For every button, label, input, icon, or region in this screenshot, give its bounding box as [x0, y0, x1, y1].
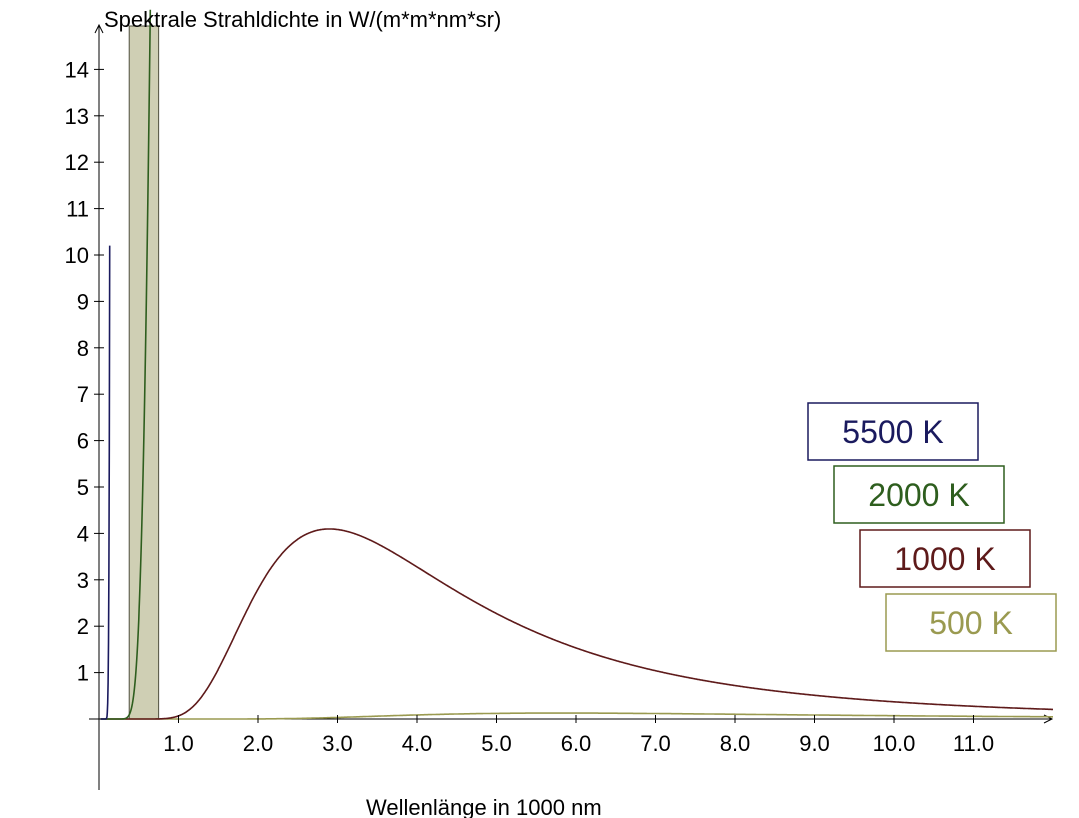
series-line-2000k [100, 9, 152, 720]
x-tick-label: 6.0 [561, 731, 592, 756]
legend-item-5500k: 5500 K [807, 402, 979, 461]
x-tick-label: 8.0 [720, 731, 751, 756]
x-tick-label: 7.0 [640, 731, 671, 756]
legend-label: 2000 K [868, 477, 969, 513]
legend-label: 500 K [929, 605, 1013, 641]
y-tick-label: 14 [65, 57, 89, 82]
y-tick-label: 4 [77, 521, 89, 546]
legend-item-2000k: 2000 K [833, 465, 1005, 524]
y-tick-label: 1 [77, 661, 89, 686]
x-tick-label: 3.0 [322, 731, 353, 756]
y-tick-label: 3 [77, 568, 89, 593]
y-tick-label: 6 [77, 429, 89, 454]
legend-item-1000k: 1000 K [859, 529, 1031, 588]
legend-box [885, 593, 1057, 652]
y-tick-label: 12 [65, 150, 89, 175]
legend-label: 5500 K [842, 414, 943, 450]
x-tick-label: 11.0 [953, 731, 994, 756]
series-line-5500k [100, 245, 111, 720]
legend-label: 1000 K [894, 541, 995, 577]
y-tick-label: 11 [66, 197, 89, 222]
y-axis-arrow [94, 23, 104, 34]
legend-item-500k: 500 K [885, 593, 1057, 652]
x-tick-label: 4.0 [402, 731, 433, 756]
legend-box [859, 529, 1031, 588]
x-tick-label: 9.0 [799, 731, 830, 756]
legend-box [807, 402, 979, 461]
y-tick-label: 8 [77, 336, 89, 361]
x-tick-label: 1.0 [163, 731, 194, 756]
y-tick-label: 13 [65, 104, 89, 129]
series-line-500k [100, 712, 1053, 720]
legend-box [833, 465, 1005, 524]
y-tick-label: 7 [77, 382, 89, 407]
x-tick-label: 10.0 [873, 731, 916, 756]
series-line-1000k [100, 528, 1053, 720]
visible-band [128, 25, 160, 720]
y-axis-title: Spektrale Strahldichte in W/(m*m*nm*sr) [104, 7, 501, 32]
y-tick-label: 2 [77, 614, 89, 639]
x-axis-title: Wellenlänge in 1000 nm [366, 795, 602, 818]
y-tick-label: 9 [77, 289, 89, 314]
y-tick-label: 5 [77, 475, 89, 500]
x-tick-label: 5.0 [481, 731, 512, 756]
x-tick-label: 2.0 [243, 731, 274, 756]
y-tick-label: 10 [65, 243, 89, 268]
